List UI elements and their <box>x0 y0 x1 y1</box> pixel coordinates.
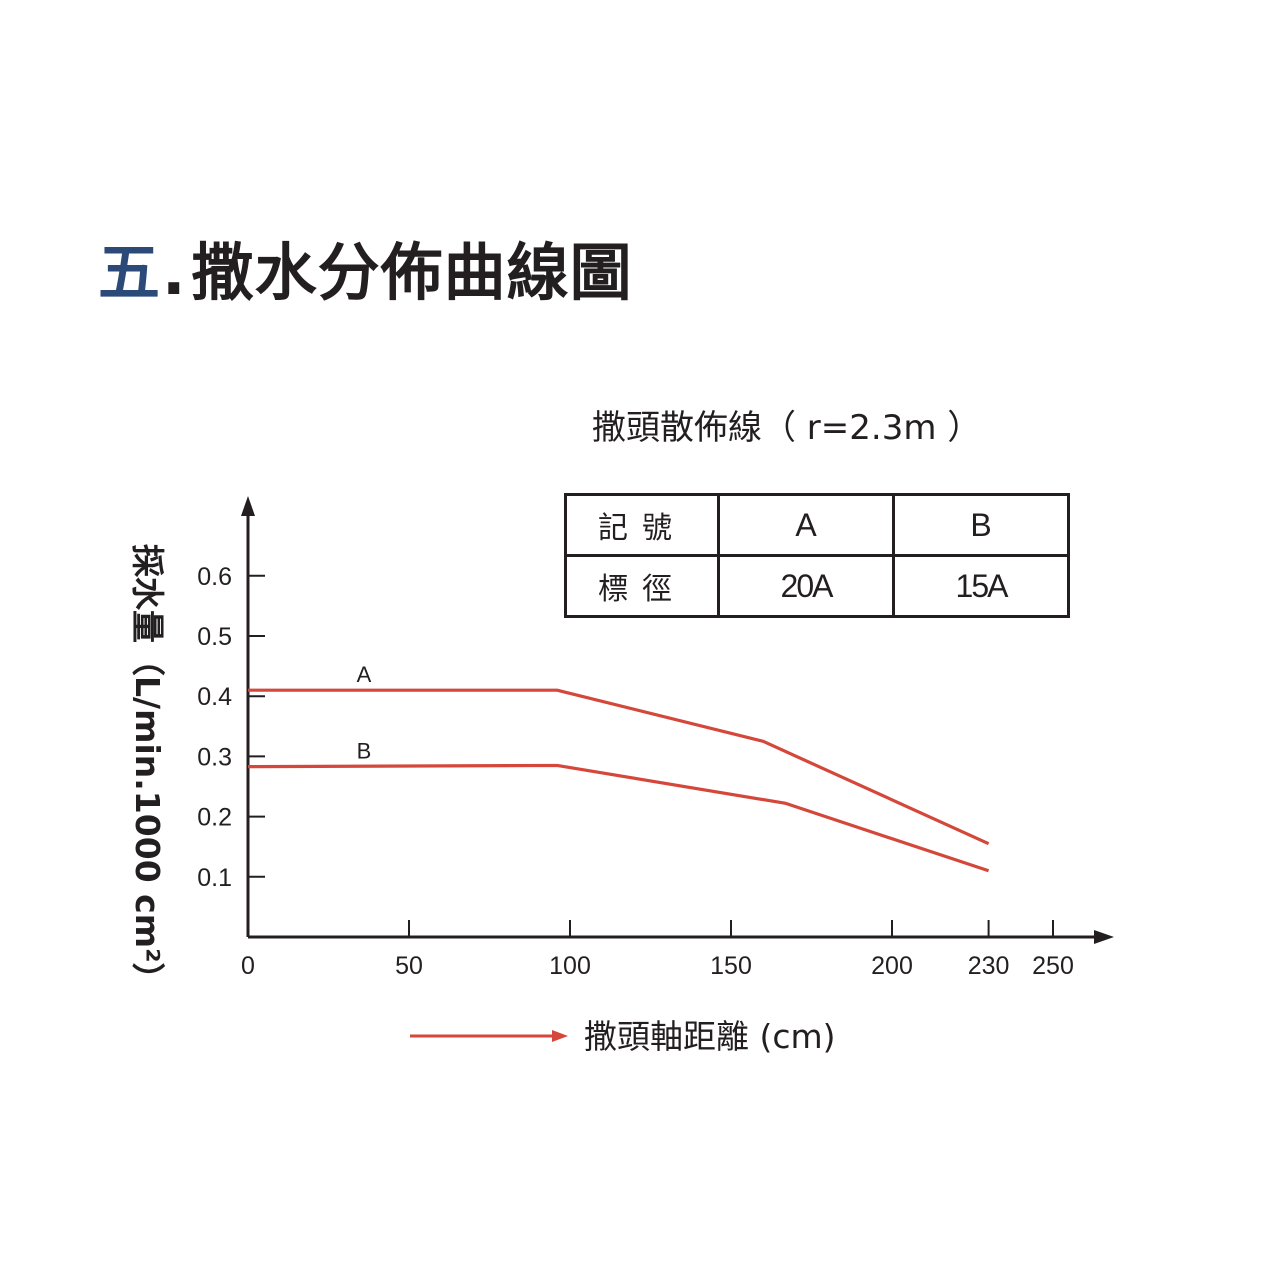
legend-row-label: 記號 <box>564 493 720 557</box>
legend-cell-b: 15A <box>892 554 1070 618</box>
series-group: AB <box>247 662 990 873</box>
y-tick-label: 0.5 <box>197 623 232 651</box>
heading-title: 撒水分佈曲線圖 <box>191 236 633 309</box>
x-tick-label: 50 <box>395 952 423 980</box>
y-ticks: 0.1 0.2 0.3 0.4 0.5 0.6 <box>197 563 265 892</box>
series-line-b <box>247 763 990 873</box>
legend-cell-b: B <box>892 493 1070 557</box>
x-label-arrow-icon <box>552 1030 568 1042</box>
legend-cell-a: 20A <box>717 554 895 618</box>
x-tick-label: 250 <box>1032 952 1074 980</box>
y-axis-label: 採水量（L/min.1000 cm²） <box>128 544 167 996</box>
x-axis-label: 撒頭軸距離 (cm) <box>584 1017 836 1056</box>
heading-number: 五 <box>98 236 161 309</box>
y-tick-label: 0.1 <box>197 864 232 892</box>
x-tick-label: 100 <box>549 952 591 980</box>
y-axis-arrow-icon <box>241 496 255 516</box>
page-heading: 五 . 撒水分佈曲線圖 <box>98 222 633 309</box>
series-label-a: A <box>357 662 372 687</box>
legend-row-label: 標徑 <box>564 554 720 618</box>
heading-separator: . <box>162 236 186 309</box>
x-ticks: 0 50 100 150 200 230 250 <box>241 920 1074 980</box>
x-tick-label: 150 <box>710 952 752 980</box>
y-tick-label: 0.3 <box>197 743 232 771</box>
x-axis-arrow-icon <box>1094 930 1114 944</box>
legend-table: 記號 A B 標徑 20A 15A <box>564 493 1070 618</box>
x-tick-label: 230 <box>968 952 1010 980</box>
x-tick-label: 0 <box>241 952 255 980</box>
legend-row-symbol: 記號 A B <box>564 493 1070 557</box>
chart-title: 撒頭散佈線（ r=2.3m ） <box>592 408 982 448</box>
legend-row-diameter: 標徑 20A 15A <box>564 554 1070 618</box>
y-tick-label: 0.6 <box>197 563 232 591</box>
x-tick-label: 200 <box>871 952 913 980</box>
legend-cell-a: A <box>717 493 895 557</box>
y-tick-label: 0.4 <box>197 683 232 711</box>
series-line-a <box>248 688 990 846</box>
series-label-b: B <box>357 739 372 764</box>
chart-axes <box>241 496 1114 944</box>
y-tick-label: 0.2 <box>197 804 232 832</box>
